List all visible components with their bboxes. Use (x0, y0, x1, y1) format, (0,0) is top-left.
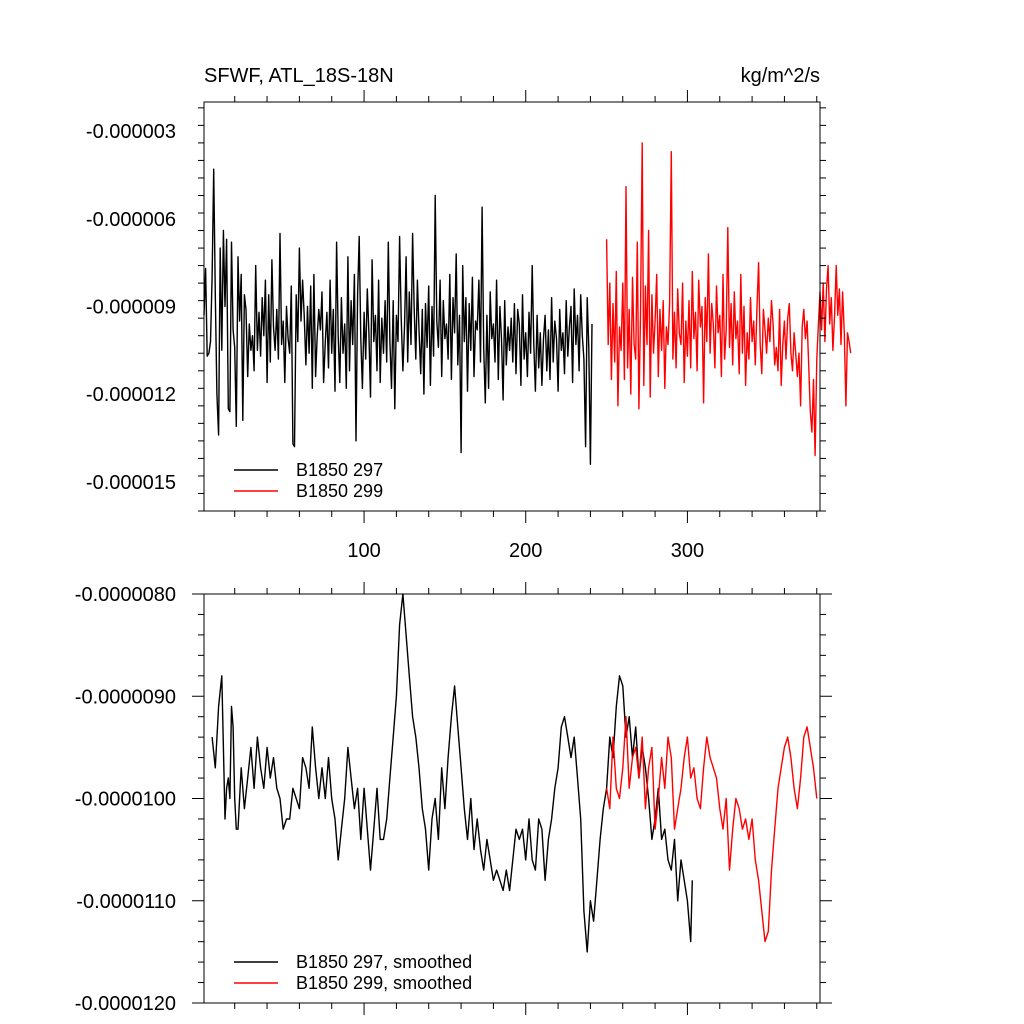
top-panel-y-tick-label: -0.000006 (86, 209, 176, 231)
top-panel-y-tick-label: -0.000015 (86, 472, 176, 494)
top-panel-x-tick-label: 200 (509, 540, 542, 562)
top-panel-units: kg/m^2/s (741, 65, 820, 87)
top-panel: SFWF, ATL_18S-18N kg/m^2/s -0.000003 -0.0… (86, 65, 852, 562)
bottom-panel-y-tick-label: -0.0000120 (75, 993, 176, 1015)
top-panel-series-0-line (203, 168, 593, 465)
top-panel-plot-frame (203, 101, 821, 512)
bottom-panel-y-tick-label: -0.0000100 (75, 789, 176, 811)
bottom-panel-y-tick-label: -0.0000110 (76, 891, 176, 913)
bottom-panel-y-tick-label: -0.0000080 (75, 584, 176, 606)
top-panel-x-tick-label: 100 (347, 540, 380, 562)
top-panel-y-tick-label: -0.000003 (86, 121, 176, 143)
top-panel-title: SFWF, ATL_18S-18N (204, 65, 394, 87)
bottom-panel-legend-label-1: B1850 299, smoothed (296, 973, 472, 993)
bottom-panel-y-tick-label: -0.0000090 (75, 686, 176, 708)
top-panel-legend-label-1: B1850 299 (296, 481, 383, 501)
top-panel-x-tick-label: 300 (671, 540, 704, 562)
top-panel-series-1-line (605, 142, 852, 457)
top-panel-y-tick-label: -0.000009 (86, 297, 176, 319)
bottom-panel-series-1-line (605, 716, 818, 943)
top-panel-legend-label-0: B1850 297 (296, 460, 383, 480)
top-panel-y-tick-label: -0.000012 (86, 384, 176, 406)
bottom-panel: -0.0000080 -0.0000090 -0.0000100 -0.0000110… (75, 582, 832, 1015)
bottom-panel-legend-label-0: B1850 297, smoothed (296, 952, 472, 972)
bottom-panel-series-0-line (211, 593, 693, 953)
